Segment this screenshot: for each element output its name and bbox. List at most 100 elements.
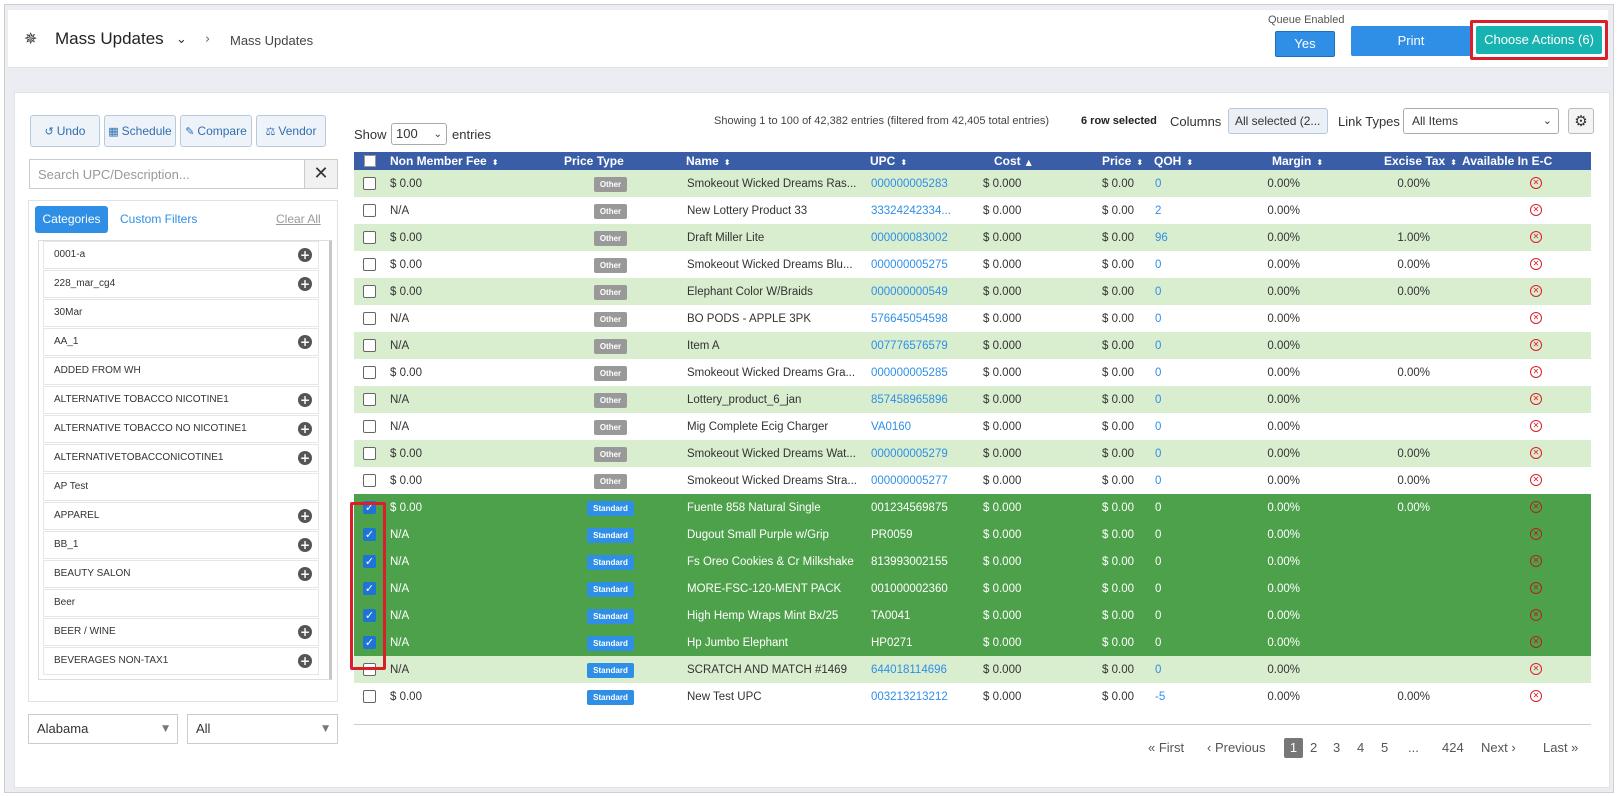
qoh-cell[interactable]: 0 xyxy=(1155,259,1162,271)
plus-circle-icon[interactable]: + xyxy=(298,422,312,436)
page-button[interactable]: ... xyxy=(1408,740,1419,755)
page-size-select[interactable]: 100 ⌄ xyxy=(391,123,447,145)
previous-page-button[interactable]: ‹ Previous xyxy=(1207,740,1266,755)
row-checkbox[interactable] xyxy=(363,474,376,487)
category-item[interactable]: 0001-a + xyxy=(43,241,319,269)
plus-circle-icon[interactable]: + xyxy=(298,625,312,639)
column-header[interactable]: Margin ⬍ xyxy=(1272,152,1323,170)
sort-icon[interactable]: ⬍ xyxy=(1450,158,1457,167)
type-select[interactable]: All ▼ xyxy=(187,714,338,744)
table-row[interactable]: ✓ N/A Standard Fs Oreo Cookies & Cr Milksha… xyxy=(354,548,1591,576)
qoh-cell[interactable]: 0 xyxy=(1155,178,1162,190)
page-button[interactable]: 1 xyxy=(1284,738,1303,758)
upc-cell[interactable]: 000000005275 xyxy=(871,259,948,271)
upc-cell[interactable]: 576645054598 xyxy=(871,313,948,325)
table-row[interactable]: N/A Other Mig Complete Ecig Charger VA0160 $… xyxy=(354,413,1591,441)
table-row[interactable]: N/A Other BO PODS - APPLE 3PK 576645054598 $… xyxy=(354,305,1591,333)
chevron-down-icon[interactable]: ⌄ xyxy=(176,32,187,47)
upc-cell[interactable]: 000000005283 xyxy=(871,178,948,190)
upc-cell[interactable]: 000000005285 xyxy=(871,367,948,379)
row-checkbox[interactable]: ✓ xyxy=(363,555,376,568)
sort-icon[interactable]: ⬍ xyxy=(723,158,731,167)
page-title[interactable]: Mass Updates xyxy=(55,29,164,48)
sort-icon[interactable]: ⬍ xyxy=(1186,158,1194,167)
plus-circle-icon[interactable]: + xyxy=(298,538,312,552)
compare-button[interactable]: ✎ Compare xyxy=(180,115,252,147)
qoh-cell[interactable]: 0 xyxy=(1155,340,1162,352)
sort-icon[interactable]: ⬍ xyxy=(1136,158,1144,167)
category-item[interactable]: BB_1 + xyxy=(43,531,319,559)
plus-circle-icon[interactable]: + xyxy=(298,248,312,262)
select-all-checkbox[interactable] xyxy=(364,155,376,167)
row-checkbox[interactable] xyxy=(363,231,376,244)
upc-cell[interactable]: 857458965896 xyxy=(871,394,948,406)
qoh-cell[interactable]: 0 xyxy=(1155,448,1162,460)
table-row[interactable]: ✓ $ 0.00 Standard Fuente 858 Natural Single… xyxy=(354,494,1591,522)
table-row[interactable]: $ 0.00 Other Smokeout Wicked Dreams Stra..… xyxy=(354,467,1591,495)
row-checkbox[interactable] xyxy=(363,312,376,325)
table-row[interactable]: $ 0.00 Other Elephant Color W/Braids 000000… xyxy=(354,278,1591,306)
row-checkbox[interactable] xyxy=(363,366,376,379)
column-header[interactable]: Name ⬍ xyxy=(686,152,730,170)
row-checkbox[interactable] xyxy=(363,393,376,406)
link-types-select[interactable]: All Items ⌄ xyxy=(1403,108,1559,134)
plus-circle-icon[interactable]: + xyxy=(298,277,312,291)
category-item[interactable]: Beer xyxy=(43,589,319,617)
page-button[interactable]: 3 xyxy=(1333,740,1341,755)
qoh-cell[interactable]: 2 xyxy=(1155,205,1162,217)
plus-circle-icon[interactable]: + xyxy=(298,335,312,349)
column-header[interactable]: Cost ▲ xyxy=(994,152,1032,170)
qoh-cell[interactable]: 0 xyxy=(1155,367,1162,379)
table-row[interactable]: $ 0.00 Other Smokeout Wicked Dreams Gra...… xyxy=(354,359,1591,387)
row-checkbox[interactable] xyxy=(363,258,376,271)
column-header[interactable]: Excise Tax ⬍ xyxy=(1384,152,1457,170)
category-item[interactable]: ALTERNATIVETOBACCONICOTINE1 + xyxy=(43,444,319,472)
column-header[interactable]: UPC ⬍ xyxy=(870,152,907,170)
schedule-button[interactable]: ▦ Schedule xyxy=(104,115,176,147)
category-item[interactable]: BEER / WINE + xyxy=(43,618,319,646)
category-item[interactable]: BEVERAGES NON-TAX1 + xyxy=(43,647,319,675)
queue-enabled-toggle[interactable]: Yes xyxy=(1275,31,1335,57)
plus-circle-icon[interactable]: + xyxy=(298,393,312,407)
first-page-button[interactable]: « First xyxy=(1148,740,1185,755)
qoh-cell[interactable]: 0 xyxy=(1155,664,1162,676)
sort-icon[interactable]: ▲ xyxy=(1025,158,1032,167)
upc-cell[interactable]: 007776576579 xyxy=(871,340,948,352)
plus-circle-icon[interactable]: + xyxy=(298,451,312,465)
category-item[interactable]: ALTERNATIVE TOBACCO NICOTINE1 + xyxy=(43,386,319,414)
plus-circle-icon[interactable]: + xyxy=(298,567,312,581)
page-button[interactable]: 5 xyxy=(1381,740,1389,755)
table-row[interactable]: ✓ N/A Standard Dugout Small Purple w/Grip PR… xyxy=(354,521,1591,549)
row-checkbox[interactable] xyxy=(363,339,376,352)
vendor-button[interactable]: ⚖ Vendor xyxy=(256,115,326,147)
choose-actions-button[interactable]: Choose Actions (6) xyxy=(1476,26,1602,54)
category-item[interactable]: APPAREL + xyxy=(43,502,319,530)
column-header[interactable]: Price Type xyxy=(564,152,624,170)
qoh-cell[interactable]: 0 xyxy=(1155,286,1162,298)
clear-search-icon[interactable]: ✕ xyxy=(304,159,338,189)
column-header[interactable]: Non Member Fee ⬍ xyxy=(390,152,498,170)
category-item[interactable]: ALTERNATIVE TOBACCO NO NICOTINE1 + xyxy=(43,415,319,443)
qoh-cell[interactable]: 0 xyxy=(1155,394,1162,406)
clear-all-link[interactable]: Clear All xyxy=(276,212,321,226)
upc-cell[interactable]: 33324242334... xyxy=(871,205,951,217)
plus-circle-icon[interactable]: + xyxy=(298,654,312,668)
row-checkbox[interactable] xyxy=(363,177,376,190)
table-row[interactable]: $ 0.00 Other Smokeout Wicked Dreams Ras...… xyxy=(354,170,1591,198)
sort-icon[interactable]: ⬍ xyxy=(1316,158,1324,167)
columns-select[interactable]: All selected (2... xyxy=(1228,108,1328,134)
settings-gear-icon[interactable]: ⚙ xyxy=(1568,108,1594,134)
sort-icon[interactable]: ⬍ xyxy=(900,158,908,167)
qoh-cell[interactable]: -5 xyxy=(1155,691,1166,703)
undo-button[interactable]: ↺ Undo xyxy=(30,115,100,147)
state-select[interactable]: Alabama ▼ xyxy=(28,714,178,744)
upc-cell[interactable]: 003213213212 xyxy=(871,691,948,703)
print-button[interactable]: Print xyxy=(1351,26,1471,56)
row-checkbox[interactable]: ✓ xyxy=(363,582,376,595)
category-item[interactable]: 30Mar xyxy=(43,299,319,327)
page-button[interactable]: 4 xyxy=(1357,740,1365,755)
category-item[interactable]: ADDED FROM WH xyxy=(43,357,319,385)
tab-custom-filters[interactable]: Custom Filters xyxy=(120,212,198,226)
qoh-cell[interactable]: 96 xyxy=(1155,232,1168,244)
sort-icon[interactable]: ⬍ xyxy=(491,158,499,167)
